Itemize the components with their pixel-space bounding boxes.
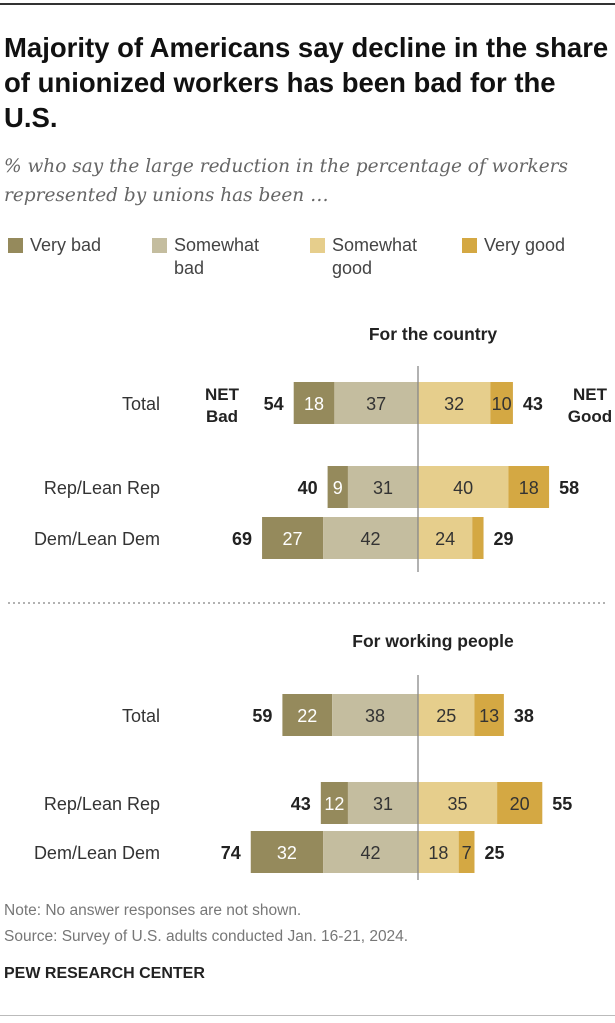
brand-logo-text: PEW RESEARCH CENTER bbox=[4, 965, 205, 982]
data-label-very-good: 10 bbox=[492, 394, 512, 414]
net-good-value: 38 bbox=[514, 706, 534, 726]
bar-segment-very-good bbox=[508, 466, 550, 508]
net-bad-header: NET bbox=[205, 385, 240, 404]
bottom-rule bbox=[0, 1015, 615, 1016]
data-label-somewhat-bad: 38 bbox=[365, 706, 385, 726]
bar-segment-very-bad bbox=[327, 466, 348, 508]
net-bad-value: 54 bbox=[264, 394, 284, 414]
bar-segment-very-good bbox=[474, 694, 504, 736]
data-label-very-bad: 18 bbox=[304, 394, 324, 414]
bar-segment-somewhat-bad bbox=[332, 694, 418, 736]
bar-segment-very-bad bbox=[293, 382, 335, 424]
source: Source: Survey of U.S. adults conducted … bbox=[4, 928, 409, 945]
legend-somewhat-good: Somewhat good bbox=[310, 234, 435, 280]
net-bad-value: 59 bbox=[252, 706, 272, 726]
bar-segment-somewhat-good bbox=[418, 517, 473, 559]
legend-very-good: Very good bbox=[462, 234, 565, 257]
row-label: Rep/Lean Rep bbox=[44, 794, 160, 814]
net-good-value: 58 bbox=[559, 478, 579, 498]
legend-swatch bbox=[310, 238, 325, 253]
data-label-somewhat-good: 18 bbox=[428, 843, 448, 863]
data-label-very-bad: 32 bbox=[277, 843, 297, 863]
data-label-very-good: 13 bbox=[479, 706, 499, 726]
bar-segment-somewhat-bad bbox=[323, 831, 418, 873]
data-label-very-good: 18 bbox=[519, 478, 539, 498]
legend-somewhat-bad: Somewhat bad bbox=[152, 234, 272, 280]
bar-segment-somewhat-good bbox=[418, 831, 459, 873]
bar-segment-very-good bbox=[458, 831, 475, 873]
legend-swatch bbox=[462, 238, 477, 253]
net-good-header: Good bbox=[568, 407, 612, 426]
net-bad-value: 40 bbox=[298, 478, 318, 498]
bar-segment-very-bad bbox=[262, 517, 324, 559]
bar-segment-very-bad bbox=[282, 694, 333, 736]
data-label-somewhat-good: 32 bbox=[444, 394, 464, 414]
legend-label: Very good bbox=[484, 235, 566, 255]
data-label-very-bad: 27 bbox=[283, 529, 303, 549]
net-good-value: 29 bbox=[494, 529, 514, 549]
data-label-very-good: 7 bbox=[462, 843, 472, 863]
net-bad-value: 74 bbox=[221, 843, 241, 863]
chart-title: Majority of Americans say decline in the… bbox=[4, 32, 609, 133]
bar-segment-very-good bbox=[472, 517, 484, 559]
net-good-value: 25 bbox=[485, 843, 505, 863]
diverging-bar-chart: For the country Total 18 37 32 10 54 43 NET Bad NE… bbox=[8, 324, 612, 880]
data-label-very-good: 20 bbox=[510, 794, 530, 814]
chart-subtitle: % who say the large reduction in the per… bbox=[4, 156, 568, 206]
net-bad-header: Bad bbox=[206, 407, 238, 426]
data-label-very-bad: 12 bbox=[324, 794, 344, 814]
net-bad-value: 69 bbox=[232, 529, 252, 549]
bar-segment-very-bad bbox=[320, 782, 348, 824]
data-label-somewhat-bad: 31 bbox=[373, 794, 393, 814]
data-label-somewhat-bad: 42 bbox=[361, 843, 381, 863]
bar-segment-somewhat-bad bbox=[323, 517, 418, 559]
row-label: Dem/Lean Dem bbox=[34, 843, 160, 863]
bar-segment-somewhat-good bbox=[418, 466, 509, 508]
net-good-value: 55 bbox=[552, 794, 572, 814]
bar-segment-somewhat-good bbox=[418, 382, 491, 424]
data-label-somewhat-good: 25 bbox=[436, 706, 456, 726]
footnote: Note: No answer responses are not shown. bbox=[4, 902, 302, 919]
net-good-header: NET bbox=[573, 385, 608, 404]
data-label-somewhat-bad: 42 bbox=[361, 529, 381, 549]
data-label-very-bad: 9 bbox=[333, 478, 343, 498]
legend-swatch bbox=[152, 238, 167, 253]
panel-title: For the country bbox=[369, 324, 498, 344]
row-label: Rep/Lean Rep bbox=[44, 478, 160, 498]
net-bad-value: 43 bbox=[291, 794, 311, 814]
bar-segment-somewhat-good bbox=[418, 694, 475, 736]
bar-segment-somewhat-good bbox=[418, 782, 498, 824]
top-rule bbox=[0, 3, 615, 5]
legend-label: Somewhat good bbox=[332, 235, 418, 278]
panel-title: For working people bbox=[352, 631, 514, 651]
net-good-value: 43 bbox=[523, 394, 543, 414]
data-label-somewhat-bad: 31 bbox=[373, 478, 393, 498]
legend-swatch bbox=[8, 238, 23, 253]
row-label: Total bbox=[122, 706, 160, 726]
data-label-very-bad: 22 bbox=[297, 706, 317, 726]
data-label-somewhat-good: 40 bbox=[453, 478, 473, 498]
data-label-somewhat-good: 24 bbox=[435, 529, 455, 549]
data-label-somewhat-good: 35 bbox=[448, 794, 468, 814]
bar-segment-somewhat-bad bbox=[347, 782, 418, 824]
bar-segment-somewhat-bad bbox=[334, 382, 418, 424]
legend-label: Very bad bbox=[30, 235, 102, 255]
legend-label: Somewhat bad bbox=[174, 235, 260, 278]
bar-segment-very-bad bbox=[250, 831, 324, 873]
data-label-somewhat-bad: 37 bbox=[366, 394, 386, 414]
legend-very-bad: Very bad bbox=[8, 234, 101, 257]
bar-segment-very-good bbox=[490, 382, 513, 424]
bar-segment-very-good bbox=[497, 782, 543, 824]
bar-segment-somewhat-bad bbox=[347, 466, 418, 508]
row-label: Total bbox=[122, 394, 160, 414]
row-label: Dem/Lean Dem bbox=[34, 529, 160, 549]
